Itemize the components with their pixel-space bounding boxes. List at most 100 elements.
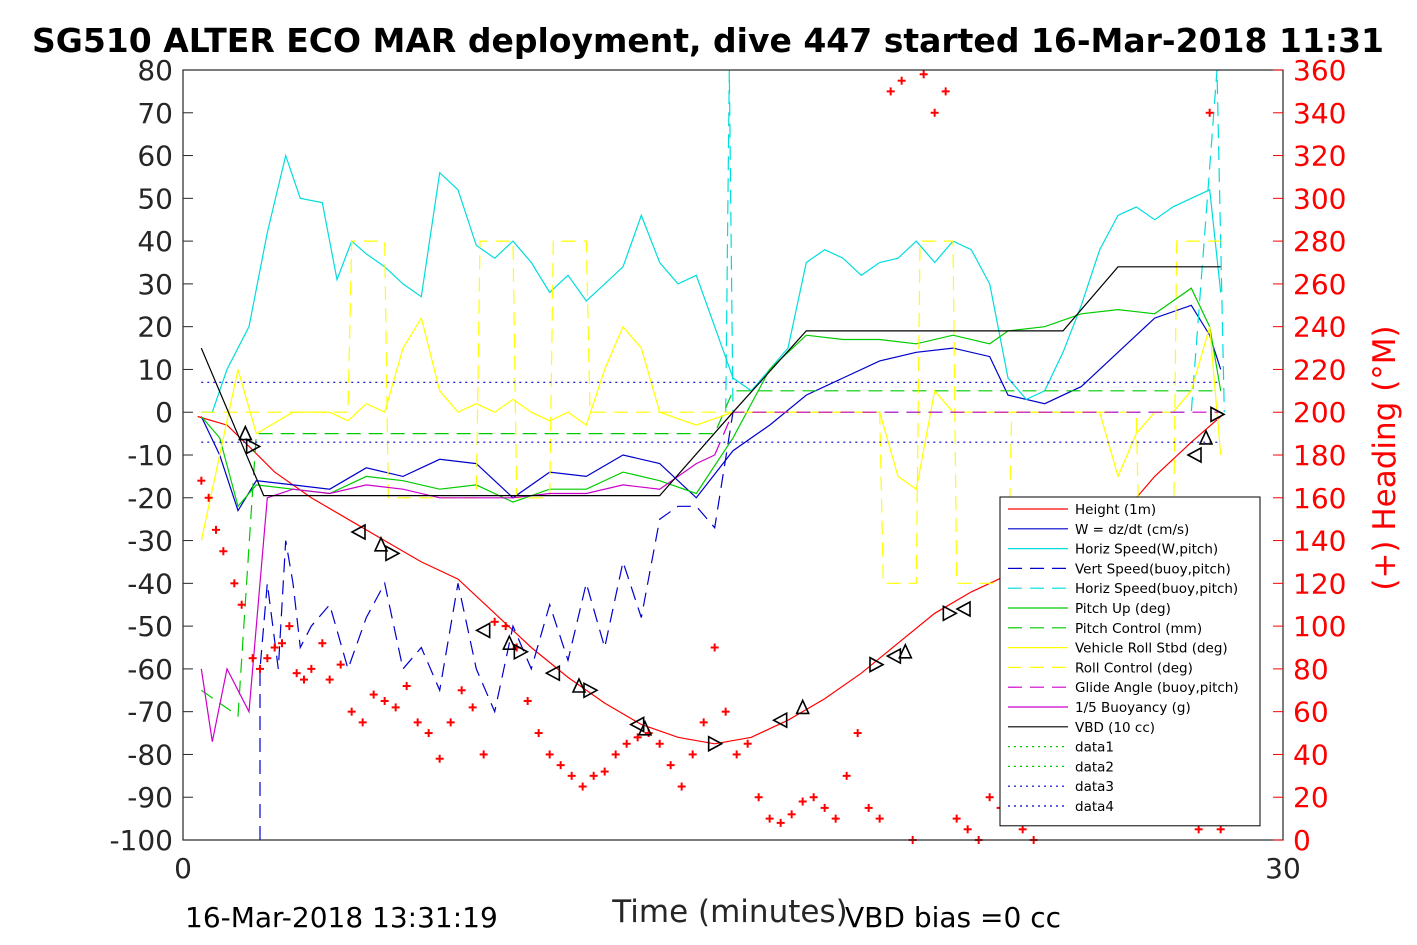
left-tick-label: 10 xyxy=(137,353,173,386)
heading-point xyxy=(710,643,719,652)
heading-point xyxy=(534,729,543,738)
heading-point xyxy=(655,739,664,748)
left-tick-label: 30 xyxy=(137,268,173,301)
heading-point xyxy=(985,793,994,802)
heading-point xyxy=(743,739,752,748)
heading-point xyxy=(578,782,587,791)
x-tick-label: 30 xyxy=(1265,852,1301,885)
heading-point xyxy=(435,754,444,763)
legend-entry: Vert Speed(buoy,pitch) xyxy=(1075,561,1231,577)
heading-point xyxy=(963,825,972,834)
heading-point xyxy=(1205,108,1214,117)
heading-point xyxy=(468,703,477,712)
heading-point xyxy=(776,818,785,827)
right-tick-label: 40 xyxy=(1293,738,1329,771)
legend-entry: data4 xyxy=(1075,799,1114,815)
triangle-marker xyxy=(1186,446,1202,464)
left-tick-label: -100 xyxy=(109,824,173,857)
right-tick-label: 220 xyxy=(1293,353,1346,386)
triangle-marker xyxy=(583,681,599,699)
heading-point xyxy=(809,793,818,802)
left-tick-label: 70 xyxy=(137,97,173,130)
triangle-marker xyxy=(350,523,366,541)
triangle-marker xyxy=(513,643,530,661)
heading-point xyxy=(699,718,708,727)
heading-point xyxy=(798,797,807,806)
legend-entry: Vehicle Roll Stbd (deg) xyxy=(1075,641,1228,657)
right-tick-label: 240 xyxy=(1293,311,1346,344)
heading-point xyxy=(424,729,433,738)
heading-point xyxy=(457,686,466,695)
legend-entry: data3 xyxy=(1075,779,1114,795)
heading-point xyxy=(611,750,620,759)
heading-point xyxy=(292,669,301,678)
series-line-2 xyxy=(201,153,1222,413)
heading-point xyxy=(358,718,367,727)
right-tick-label: 180 xyxy=(1293,439,1346,472)
series-line-10 xyxy=(200,454,715,742)
heading-point xyxy=(219,547,228,556)
right-tick-label: 360 xyxy=(1293,54,1346,87)
heading-point xyxy=(1194,825,1203,834)
right-tick-label: 300 xyxy=(1293,182,1346,215)
heading-point xyxy=(307,664,316,673)
x-axis-label: Time (minutes) xyxy=(611,894,847,930)
series-line-1 xyxy=(200,304,1222,513)
axes-layer: 80706050403020100-10-20-30-40-50-60-70-8… xyxy=(109,54,1346,885)
heading-point xyxy=(347,707,356,716)
heading-point xyxy=(318,639,327,648)
legend-entry: Pitch Control (mm) xyxy=(1075,621,1202,637)
triangle-marker xyxy=(544,664,561,682)
legend-entry: Horiz Speed(buoy,pitch) xyxy=(1075,581,1238,597)
heading-point xyxy=(523,696,532,705)
legend-entry: Height (1m) xyxy=(1075,502,1156,518)
heading-point xyxy=(842,771,851,780)
heading-point xyxy=(765,814,774,823)
right-y-axis-label: (+) Heading (°M) xyxy=(1367,325,1403,590)
left-tick-label: -70 xyxy=(127,696,173,729)
heading-point xyxy=(300,675,308,684)
heading-point xyxy=(732,750,741,759)
heading-point xyxy=(677,782,686,791)
triangle-marker xyxy=(245,438,262,455)
left-tick-label: 0 xyxy=(155,396,173,429)
left-tick-label: 60 xyxy=(137,140,173,173)
heading-point xyxy=(237,600,246,609)
triangle-marker xyxy=(373,535,389,552)
right-tick-label: 0 xyxy=(1293,824,1311,857)
heading-point xyxy=(380,696,389,705)
heading-point xyxy=(545,750,554,759)
triangle-marker xyxy=(942,604,959,622)
heading-point xyxy=(820,803,829,812)
heading-point xyxy=(754,793,763,802)
heading-point xyxy=(256,664,264,673)
series-line-9 xyxy=(714,411,1221,456)
right-tick-label: 120 xyxy=(1293,567,1346,600)
heading-point xyxy=(413,718,422,727)
left-tick-label: -20 xyxy=(127,482,173,515)
heading-point xyxy=(263,654,272,663)
heading-point xyxy=(212,525,220,534)
right-tick-label: 200 xyxy=(1293,396,1346,429)
legend-entry: VBD (10 cc) xyxy=(1075,720,1155,736)
heading-point xyxy=(721,707,730,716)
right-tick-label: 280 xyxy=(1293,225,1346,258)
series-line-6 xyxy=(200,390,1221,718)
legend-entry: data1 xyxy=(1075,740,1114,756)
heading-point xyxy=(490,617,499,626)
left-tick-label: -50 xyxy=(127,610,173,643)
left-tick-label: -10 xyxy=(127,439,173,472)
left-tick-label: -80 xyxy=(127,738,173,771)
legend-entry: Horiz Speed(W,pitch) xyxy=(1075,542,1218,558)
left-tick-label: 20 xyxy=(137,311,173,344)
triangle-marker xyxy=(898,642,913,659)
triangle-marker xyxy=(869,656,885,673)
heading-point xyxy=(391,703,400,712)
triangle-marker xyxy=(1210,406,1226,423)
heading-point xyxy=(325,675,334,684)
triangle-marker xyxy=(238,424,253,441)
footer-vbd-bias: VBD bias =0 cc xyxy=(845,901,1061,934)
heading-point xyxy=(270,643,279,652)
series-line-11 xyxy=(200,266,1221,497)
triangle-marker xyxy=(637,719,653,736)
